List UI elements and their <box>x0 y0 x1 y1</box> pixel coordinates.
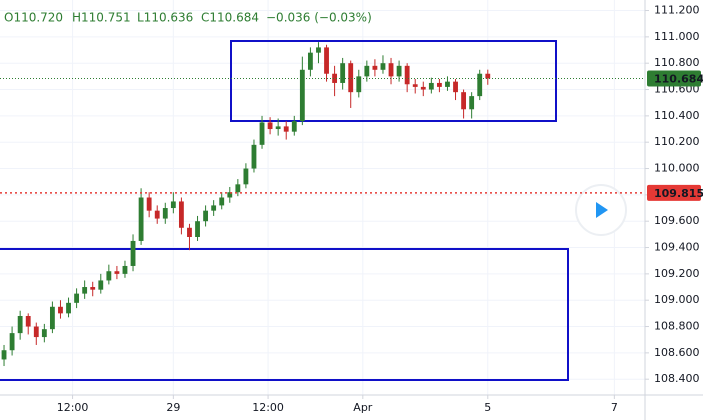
candle-body <box>461 92 467 110</box>
x-tick-label: 12:00 <box>57 401 89 414</box>
candle-body <box>291 121 297 132</box>
candle-body <box>138 197 144 241</box>
candle-body <box>412 84 418 87</box>
y-tick-label: 109.000 <box>654 293 700 306</box>
header-low: L110.636 <box>137 11 193 25</box>
candle-body <box>227 192 233 198</box>
header-change: −0.036 (−0.03%) <box>266 11 372 25</box>
y-tick-label: 111.000 <box>654 30 700 43</box>
x-tick-label: 12:00 <box>252 401 284 414</box>
y-tick-label: 110.400 <box>654 109 700 122</box>
header-open: O110.720 <box>4 11 63 25</box>
candle-body <box>58 306 63 314</box>
candle-body <box>356 76 362 93</box>
x-tick-label: 5 <box>484 401 491 414</box>
candle-body <box>420 86 426 90</box>
candle-body <box>396 65 402 77</box>
y-tick-label: 110.800 <box>654 56 700 69</box>
candle-body <box>154 210 160 219</box>
candle-body <box>259 122 265 145</box>
y-tick-label: 109.200 <box>654 267 700 280</box>
candle-body <box>235 184 241 193</box>
range-box <box>0 248 569 381</box>
marked-price-tag <box>647 184 701 201</box>
play-icon[interactable] <box>596 202 608 218</box>
candle-body <box>307 52 313 70</box>
candle-body <box>162 208 168 219</box>
candle-body <box>299 69 305 122</box>
candle-body <box>453 81 458 93</box>
candle-body <box>485 73 491 79</box>
candle-body <box>66 302 71 314</box>
candle-body <box>404 65 410 85</box>
candle-body <box>211 205 217 211</box>
candle-body <box>364 65 370 77</box>
candle-body <box>74 293 80 303</box>
x-tick-label: 29 <box>166 401 180 414</box>
y-tick-label: 109.600 <box>654 214 700 227</box>
candle-body <box>340 63 346 83</box>
candle-body <box>122 265 128 274</box>
candle-body <box>49 306 55 330</box>
y-tick-label: 110.000 <box>654 162 700 175</box>
candle-body <box>170 201 176 209</box>
candle-body <box>114 271 120 274</box>
candle-body <box>33 326 39 338</box>
candle-body <box>436 82 442 87</box>
y-tick-label: 111.200 <box>654 4 700 17</box>
candle-body <box>380 63 386 70</box>
candle-body <box>372 65 378 70</box>
candle-body <box>203 210 209 222</box>
candle-body <box>445 81 450 87</box>
y-tick-label: 108.600 <box>654 346 700 359</box>
candle-body <box>17 316 23 334</box>
candle-body <box>98 280 104 290</box>
plot <box>1 42 491 367</box>
grid <box>0 0 645 395</box>
candle-body <box>388 63 394 77</box>
candle-body <box>283 126 289 132</box>
x-tick-label: Apr <box>353 401 373 414</box>
candle-body <box>348 63 354 93</box>
header-high: H110.751 <box>72 11 131 25</box>
range-box <box>230 40 557 122</box>
candle-body <box>146 197 152 211</box>
candle-body <box>187 227 192 237</box>
y-tick-label: 108.400 <box>654 372 700 385</box>
y-tick-label: 110.200 <box>654 135 700 148</box>
candle-body <box>130 240 136 266</box>
candle-body <box>90 287 96 290</box>
candle-body <box>469 96 475 110</box>
candle-body <box>243 168 249 185</box>
candle-body <box>251 144 257 169</box>
candle-body <box>1 350 7 360</box>
candle-body <box>275 126 281 130</box>
last-price-label: 110.684 <box>654 72 703 85</box>
candle-body <box>219 197 225 206</box>
candle-body <box>9 333 15 351</box>
y-tick-label: 109.400 <box>654 241 700 254</box>
x-tick-label: 7 <box>611 401 618 414</box>
candle-body <box>477 73 483 97</box>
candle-body <box>178 201 184 228</box>
candle-body <box>106 271 112 281</box>
header-close: C110.684 <box>201 11 259 25</box>
candle-body <box>332 73 338 83</box>
y-tick-label: 108.800 <box>654 320 700 333</box>
candle-body <box>41 329 47 338</box>
candle-body <box>25 316 31 327</box>
marked-price-label: 109.815 <box>654 187 703 200</box>
play-button[interactable] <box>575 184 627 236</box>
last-price-tag <box>647 70 701 87</box>
candle-body <box>267 122 273 130</box>
candle-body <box>195 221 200 237</box>
candle-body <box>82 287 88 294</box>
candle-body <box>428 82 434 90</box>
candle-body <box>324 47 329 74</box>
candle-body <box>316 47 321 53</box>
